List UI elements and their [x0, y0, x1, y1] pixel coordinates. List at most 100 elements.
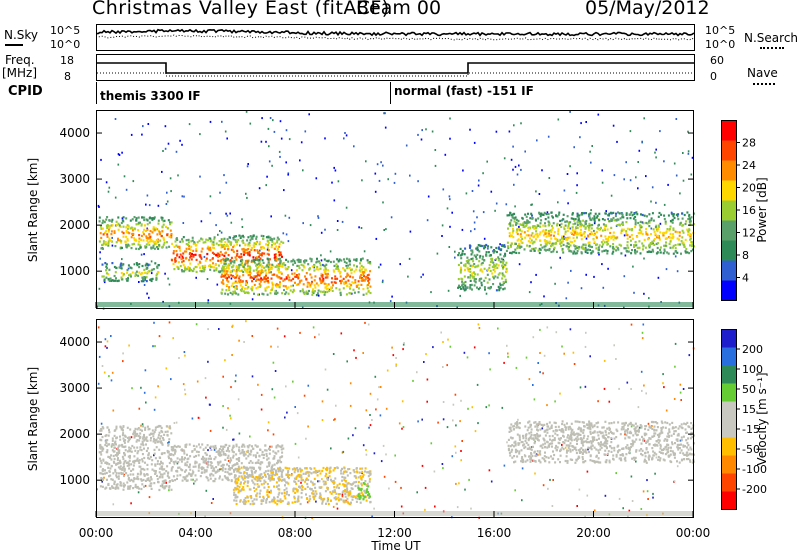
- region-cell-3: [262, 293, 265, 296]
- noise-cell: [331, 181, 333, 184]
- region-cell-1: [225, 443, 228, 447]
- noise-cell: [225, 181, 228, 184]
- region-cell-1: [251, 461, 254, 464]
- region-cell-4: [500, 257, 503, 260]
- region-cell-5: [657, 242, 660, 245]
- region-cell-3: [298, 267, 301, 270]
- region-cell-1: [116, 279, 119, 283]
- region-cell-1: [215, 450, 218, 453]
- region-cell-0: [122, 216, 125, 219]
- region-cell-2: [199, 261, 202, 264]
- region-cell-0: [115, 462, 118, 465]
- region-cell-2: [174, 257, 177, 260]
- region-cell-5: [604, 228, 607, 232]
- noise-cell: [210, 502, 213, 504]
- region-cell-3: [227, 293, 229, 296]
- region-cell-1: [144, 264, 147, 267]
- region-cell-0: [158, 488, 161, 492]
- region-cell-2: [246, 262, 249, 265]
- region-cell-5: [662, 232, 664, 235]
- noise-cell: [218, 328, 220, 330]
- region-cell-2: [181, 261, 183, 264]
- region-cell-3: [250, 287, 253, 290]
- region-cell-0: [107, 244, 110, 247]
- region-cell-1: [259, 474, 262, 477]
- region-cell-2: [280, 475, 283, 478]
- region-cell-5: [544, 225, 547, 228]
- region-cell-2: [238, 255, 241, 258]
- noise-cell: [652, 496, 654, 499]
- region-cell-1: [279, 456, 282, 459]
- region-cell-2: [286, 473, 289, 476]
- region-cell-5: [548, 249, 551, 252]
- noise-cell: [167, 442, 169, 444]
- region-cell-5: [684, 222, 687, 226]
- region-cell-0: [159, 484, 162, 488]
- noise-cell: [361, 179, 363, 182]
- region-cell-5: [559, 219, 562, 222]
- region-cell-2: [199, 269, 202, 273]
- region-cell-0: [126, 245, 129, 248]
- region-cell-2: [314, 486, 317, 489]
- power-ylabel: Slant Range [km]: [26, 158, 40, 262]
- region-cell-0: [118, 451, 120, 454]
- region-cell-3: [339, 275, 342, 278]
- region-cell-0: [158, 475, 161, 478]
- region-cell-5: [589, 245, 592, 248]
- region-cell-2: [336, 484, 339, 487]
- noise-cell: [395, 363, 397, 366]
- region-cell-1: [217, 463, 220, 466]
- region-cell-0: [157, 247, 160, 250]
- region-cell-0: [163, 481, 166, 484]
- region-cell-2: [234, 256, 237, 259]
- region-cell-2: [350, 483, 353, 486]
- region-cell-0: [150, 478, 153, 481]
- region-cell-5: [612, 238, 615, 241]
- region-cell-2: [357, 480, 360, 484]
- region-cell-3: [297, 258, 300, 261]
- region-cell-2: [330, 492, 333, 495]
- region-cell-5: [580, 213, 583, 216]
- region-cell-5: [533, 227, 536, 230]
- region-cell-5: [689, 222, 692, 225]
- region-cell-1: [150, 279, 153, 283]
- region-cell-4: [469, 284, 472, 287]
- noise-cell: [676, 215, 679, 218]
- region-cell-4: [470, 253, 473, 256]
- region-cell-2: [345, 470, 348, 474]
- noise-cell: [251, 298, 254, 301]
- noise-cell: [546, 326, 549, 329]
- region-cell-0: [151, 429, 154, 432]
- region-cell-0: [112, 454, 115, 458]
- region-cell-4: [465, 260, 468, 263]
- region-cell-1: [129, 266, 132, 269]
- noise-cell: [618, 497, 621, 500]
- region-cell-5: [539, 215, 542, 218]
- noise-cell: [691, 156, 694, 159]
- region-cell-1: [228, 464, 230, 468]
- noise-cell: [494, 209, 496, 212]
- region-cell-1: [235, 443, 238, 446]
- noise-cell: [103, 281, 106, 284]
- region-cell-0: [113, 480, 116, 483]
- region-cell-4: [479, 244, 482, 247]
- region-cell-2: [260, 246, 263, 249]
- noise-cell: [452, 419, 454, 422]
- noise-cell: [607, 267, 609, 270]
- region-cell-5: [584, 243, 587, 246]
- region-cell-2: [274, 473, 277, 477]
- region-cell-3: [245, 270, 248, 273]
- noise-cell: [550, 266, 552, 269]
- region-cell-1: [209, 457, 212, 460]
- region-cell-5: [589, 233, 592, 236]
- region-cell-0: [114, 454, 117, 457]
- region-cell-1: [281, 455, 284, 458]
- region-cell-1: [105, 265, 108, 268]
- region-cell-3: [275, 284, 277, 287]
- region-cell-5: [590, 252, 593, 255]
- region-cell-0: [121, 455, 124, 458]
- region-cell-4: [503, 265, 505, 268]
- region-cell-2: [345, 500, 348, 503]
- region-cell-2: [273, 497, 276, 500]
- region-cell-2: [194, 265, 197, 269]
